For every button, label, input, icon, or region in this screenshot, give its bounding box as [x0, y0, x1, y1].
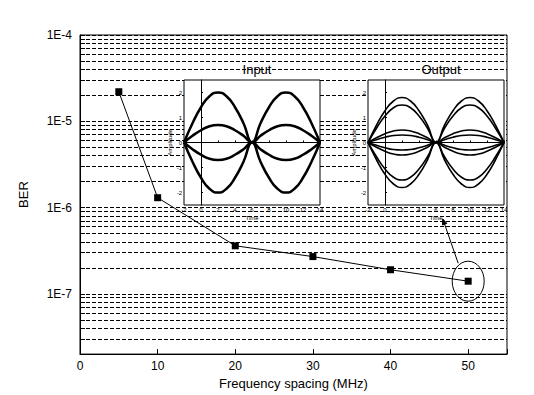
svg-text:12: 12 — [300, 207, 307, 213]
svg-text:8: 8 — [451, 207, 455, 213]
svg-text:1E-5: 1E-5 — [47, 114, 73, 128]
svg-text:30: 30 — [306, 359, 320, 373]
svg-text:Time: Time — [429, 215, 443, 221]
svg-text:40: 40 — [384, 359, 398, 373]
svg-text:-1: -1 — [361, 165, 367, 171]
svg-text:-2: -2 — [365, 207, 371, 213]
svg-text:Amplitude: Amplitude — [167, 129, 173, 156]
svg-text:2: 2 — [179, 90, 183, 96]
svg-text:1: 1 — [363, 115, 367, 121]
svg-text:1: 1 — [179, 115, 183, 121]
svg-text:-2: -2 — [361, 190, 367, 196]
svg-text:Output: Output — [421, 62, 460, 77]
svg-text:10: 10 — [151, 359, 165, 373]
svg-text:4: 4 — [233, 207, 237, 213]
svg-text:-1: -1 — [177, 165, 183, 171]
svg-text:-2: -2 — [177, 190, 183, 196]
svg-text:20: 20 — [229, 359, 243, 373]
svg-text:Amplitude: Amplitude — [351, 129, 357, 156]
svg-text:BER: BER — [16, 181, 31, 208]
svg-text:-2: -2 — [181, 207, 187, 213]
svg-text:Time: Time — [245, 215, 259, 221]
svg-text:0: 0 — [77, 359, 84, 373]
svg-text:2: 2 — [216, 207, 220, 213]
svg-text:6: 6 — [434, 207, 438, 213]
svg-text:6: 6 — [250, 207, 254, 213]
svg-text:2: 2 — [400, 207, 404, 213]
svg-text:50: 50 — [462, 359, 476, 373]
svg-text:1E-4: 1E-4 — [47, 28, 73, 42]
svg-text:10: 10 — [283, 207, 290, 213]
svg-text:0: 0 — [199, 207, 203, 213]
svg-text:1E-7: 1E-7 — [47, 287, 73, 301]
svg-text:12: 12 — [484, 207, 491, 213]
svg-text:Frequency spacing (MHz): Frequency spacing (MHz) — [219, 376, 368, 391]
svg-text:0: 0 — [383, 207, 387, 213]
svg-text:1E-6: 1E-6 — [47, 201, 73, 215]
svg-text:14: 14 — [317, 207, 324, 213]
svg-text:0: 0 — [179, 140, 183, 146]
svg-text:14: 14 — [501, 207, 508, 213]
svg-text:2: 2 — [363, 90, 367, 96]
svg-text:4: 4 — [417, 207, 421, 213]
svg-text:Input: Input — [243, 62, 272, 77]
svg-text:8: 8 — [267, 207, 271, 213]
svg-text:10: 10 — [467, 207, 474, 213]
svg-text:0: 0 — [363, 140, 367, 146]
